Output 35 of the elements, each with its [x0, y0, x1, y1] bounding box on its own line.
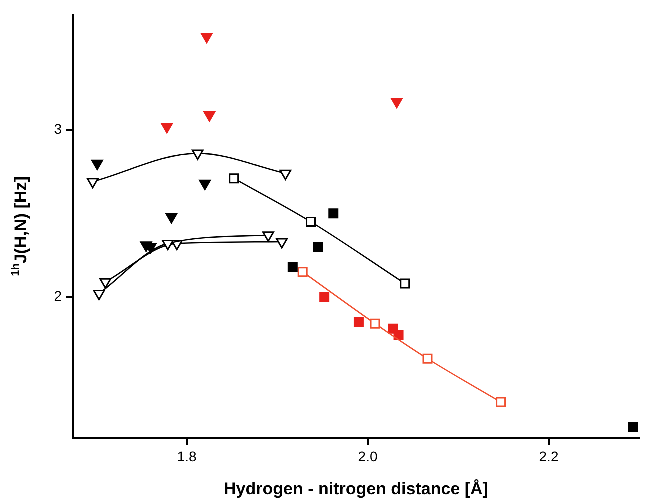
point [204, 111, 216, 122]
y-tick-label: 3 [54, 121, 62, 138]
point [192, 150, 204, 160]
point [391, 98, 403, 109]
point [229, 174, 240, 184]
point [496, 397, 506, 408]
point [313, 242, 324, 252]
x-axis-title: Hydrogen - nitrogen distance [Å] [224, 479, 488, 498]
point [306, 217, 316, 227]
point [276, 238, 288, 249]
point [288, 262, 298, 272]
point [422, 354, 433, 364]
point [328, 208, 339, 219]
point [354, 317, 364, 328]
point [162, 240, 174, 250]
point [86, 178, 99, 189]
x-tick-label: 2.0 [358, 448, 378, 464]
point [200, 32, 213, 44]
point [320, 292, 330, 302]
point [100, 278, 112, 289]
point [166, 213, 178, 224]
y-tick-label: 2 [54, 288, 62, 304]
point [280, 170, 292, 180]
point [93, 290, 106, 301]
point [298, 267, 308, 278]
point [262, 232, 274, 242]
x-tick-label: 2.2 [539, 448, 559, 464]
point [400, 278, 410, 289]
point [91, 160, 104, 170]
point [370, 318, 380, 329]
point [199, 180, 212, 190]
point [628, 422, 638, 432]
y-axis-title: 1hJ(H,N) [Hz] [10, 176, 31, 276]
point [161, 123, 174, 134]
x-tick-label: 1.8 [177, 448, 197, 464]
